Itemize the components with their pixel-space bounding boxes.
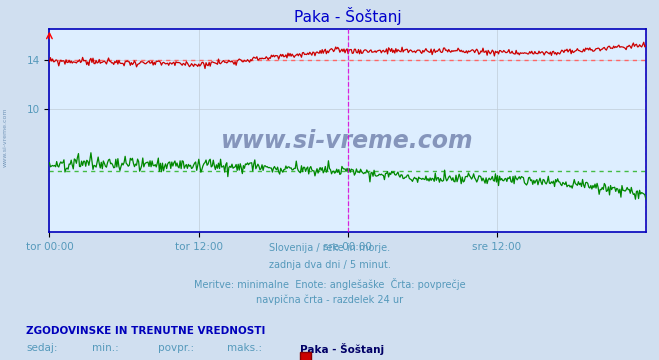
- Text: maks.:: maks.:: [227, 343, 262, 353]
- Text: min.:: min.:: [92, 343, 119, 353]
- Text: navpična črta - razdelek 24 ur: navpična črta - razdelek 24 ur: [256, 295, 403, 305]
- Text: Slovenija / reke in morje.: Slovenija / reke in morje.: [269, 243, 390, 253]
- Text: www.si-vreme.com: www.si-vreme.com: [3, 107, 8, 167]
- Text: Meritve: minimalne  Enote: anglešaške  Črta: povprečje: Meritve: minimalne Enote: anglešaške Črt…: [194, 278, 465, 289]
- Text: zadnja dva dni / 5 minut.: zadnja dva dni / 5 minut.: [269, 260, 390, 270]
- Text: ZGODOVINSKE IN TRENUTNE VREDNOSTI: ZGODOVINSKE IN TRENUTNE VREDNOSTI: [26, 326, 266, 336]
- Text: www.si-vreme.com: www.si-vreme.com: [221, 129, 474, 153]
- Title: Paka - Šoštanj: Paka - Šoštanj: [294, 7, 401, 25]
- Text: povpr.:: povpr.:: [158, 343, 194, 353]
- Text: Paka - Šoštanj: Paka - Šoštanj: [300, 343, 384, 355]
- Text: sedaj:: sedaj:: [26, 343, 58, 353]
